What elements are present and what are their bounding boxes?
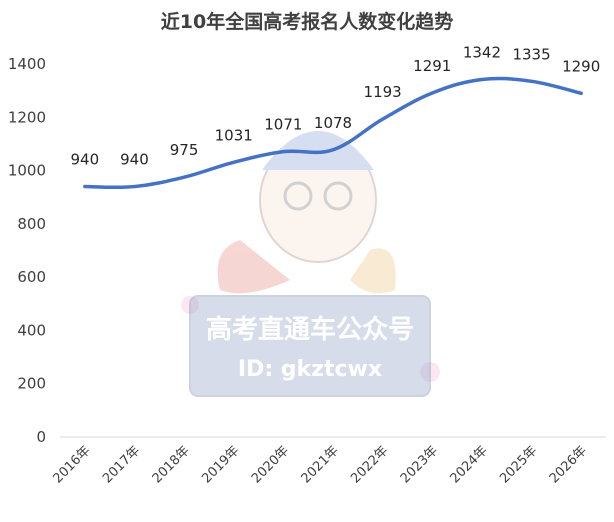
x-tick-label: 2023年	[398, 443, 441, 486]
data-label: 1291	[413, 57, 451, 75]
data-labels: 940 940 975 1031 1071 1078 1193 1291 1342 1335 129…	[70, 43, 600, 168]
x-tick-label: 2021年	[299, 443, 342, 486]
chart-title: 近10年全国高考报名人数变化趋势	[161, 10, 453, 33]
data-label: 1031	[215, 126, 253, 144]
y-tick-label: 0	[36, 428, 46, 446]
data-label: 940	[70, 151, 99, 169]
data-label: 1078	[314, 114, 352, 132]
y-tick-label: 1200	[8, 108, 46, 126]
data-label: 1335	[512, 45, 550, 63]
y-axis: 0 200 400 600 800 1000 1200 1400	[8, 55, 46, 446]
watermark-id: ID: gkztcwx	[238, 357, 382, 382]
series-line	[83, 76, 583, 190]
y-tick-label: 400	[17, 321, 46, 339]
y-tick-label: 200	[17, 375, 46, 393]
y-tick-label: 1400	[8, 55, 46, 73]
x-tick-label: 2020年	[249, 443, 292, 486]
x-tick-label: 2016年	[50, 443, 93, 486]
x-tick-label: 2017年	[100, 443, 143, 486]
y-tick-label: 600	[17, 268, 46, 286]
data-label: 1342	[463, 43, 501, 61]
data-label: 1071	[264, 116, 302, 134]
x-axis: 2016年 2017年 2018年 2019年 2020年 2021年 2022年 2023年…	[50, 443, 590, 486]
watermark-badge: 高考直通车公众号 ID: gkztcwx	[189, 295, 431, 397]
x-tick-label: 2022年	[348, 443, 391, 486]
x-tick-label: 2024年	[448, 443, 491, 486]
x-tick-label: 2018年	[150, 443, 193, 486]
y-tick-label: 1000	[8, 162, 46, 180]
x-tick-label: 2025年	[497, 443, 540, 486]
data-label: 975	[170, 141, 199, 159]
data-label: 940	[120, 151, 149, 169]
y-tick-label: 800	[17, 215, 46, 233]
watermark-text: 高考直通车公众号	[206, 314, 414, 345]
x-tick-label: 2026年	[547, 443, 590, 486]
mascot-watermark	[181, 131, 440, 382]
data-label: 1290	[562, 57, 600, 75]
data-label: 1193	[364, 83, 402, 101]
x-tick-label: 2019年	[199, 443, 242, 486]
